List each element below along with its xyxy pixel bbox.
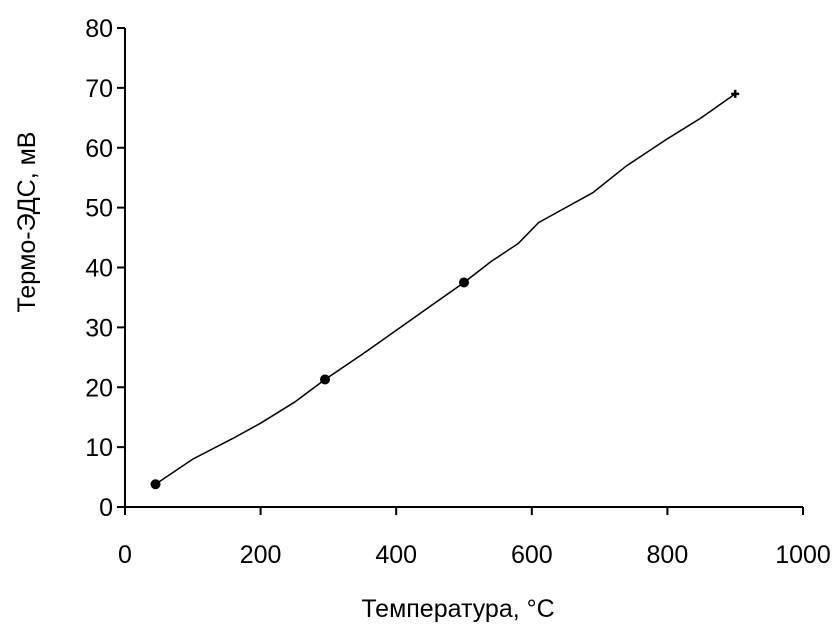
- y-tick-label-10: 10: [85, 434, 113, 462]
- y-tick-label-0: 0: [99, 494, 113, 522]
- x-tick-label-200: 200: [240, 541, 282, 569]
- y-tick-label-20: 20: [85, 374, 113, 402]
- y-tick-label-40: 40: [85, 255, 113, 283]
- series-line-0: [155, 93, 736, 485]
- data-point-2: [459, 277, 469, 288]
- axes: [124, 28, 803, 508]
- x-tick-label-0: 0: [118, 541, 132, 569]
- data-point-3: [731, 89, 740, 98]
- y-tick-label-30: 30: [85, 314, 113, 342]
- x-tick-label-600: 600: [511, 541, 553, 569]
- y-ticks: 0 10 20 30 40 50 60 70 80: [85, 15, 125, 522]
- y-axis-title: Термо-ЭДС, мВ: [13, 132, 41, 313]
- data-point-0: [150, 479, 161, 490]
- x-ticks: 0 200 400 600 800 1000: [118, 507, 831, 569]
- y-tick-label-50: 50: [85, 195, 113, 223]
- x-tick-label-400: 400: [375, 541, 417, 569]
- y-tick-label-60: 60: [85, 135, 113, 163]
- x-tick-label-1000: 1000: [775, 541, 831, 569]
- x-tick-label-800: 800: [647, 541, 689, 569]
- y-tick-label-70: 70: [85, 75, 113, 103]
- y-tick-label-80: 80: [85, 15, 113, 43]
- x-axis-title: Температура, °С: [361, 595, 554, 623]
- data-point-1: [320, 374, 331, 385]
- series-layer: [150, 89, 740, 490]
